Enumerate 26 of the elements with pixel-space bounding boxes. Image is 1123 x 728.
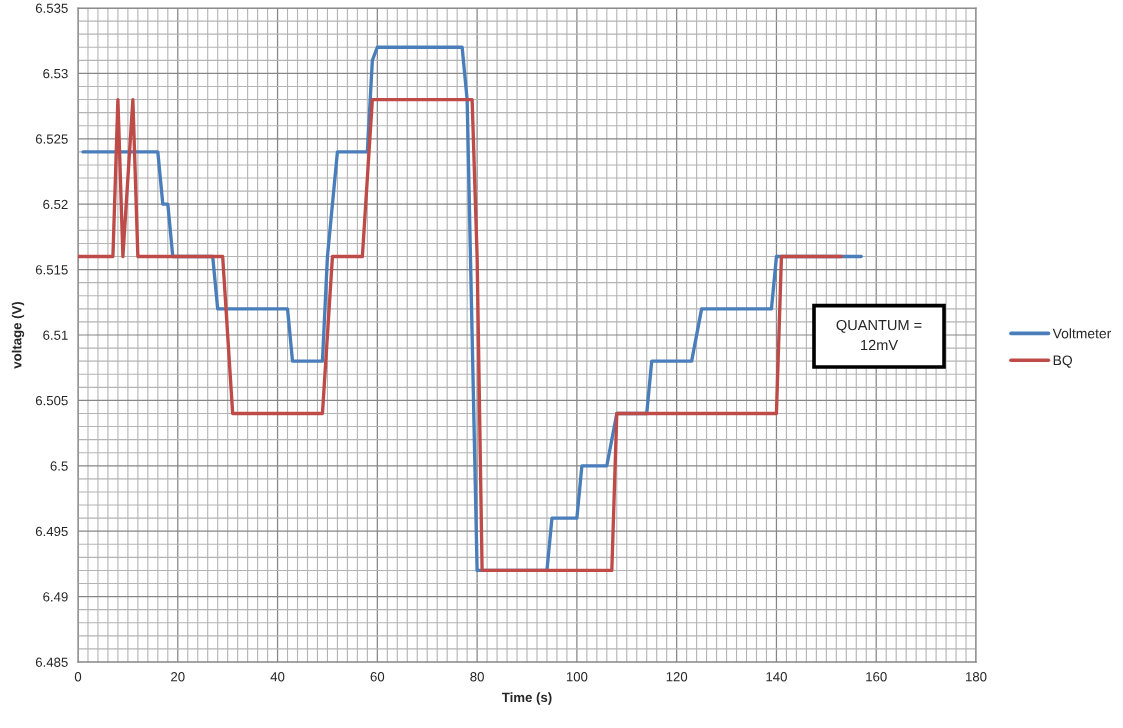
y-tick-label: 6.49: [43, 592, 68, 602]
annotation: QUANTUM = 12mV: [836, 319, 922, 351]
legend-label: Voltmeter: [1052, 328, 1112, 339]
x-tick-label: 40: [270, 672, 285, 682]
legend-label: BQ: [1053, 355, 1073, 368]
y-tick-label: 6.53: [43, 68, 68, 79]
y-tick-label: 6.535: [35, 3, 68, 13]
y-tick-label: 6.5: [50, 461, 68, 471]
x-tick-label: 180: [966, 672, 987, 682]
y-tick-label: 6.485: [35, 657, 68, 667]
x-axis-title: Time (s): [501, 692, 552, 705]
x-tick-label: 120: [666, 672, 688, 682]
y-axis-title: voltage (V): [11, 301, 25, 369]
y-tick-label: 6.515: [35, 265, 68, 275]
x-tick-label: 60: [370, 672, 385, 682]
y-tick-label: 6.505: [35, 395, 68, 406]
y-tick-label: 6.52: [43, 199, 68, 210]
x-tick-label: 20: [171, 672, 185, 682]
x-tick-label: 80: [470, 672, 484, 682]
y-tick-label: 6.51: [43, 330, 68, 340]
x-tick-label: 100: [566, 672, 588, 682]
x-tick-label: 160: [866, 672, 887, 682]
y-tick-label: 6.525: [35, 134, 68, 144]
x-tick-label: 0: [74, 672, 82, 682]
y-tick-label: 6.495: [35, 526, 68, 537]
x-tick-label: 140: [766, 672, 787, 682]
